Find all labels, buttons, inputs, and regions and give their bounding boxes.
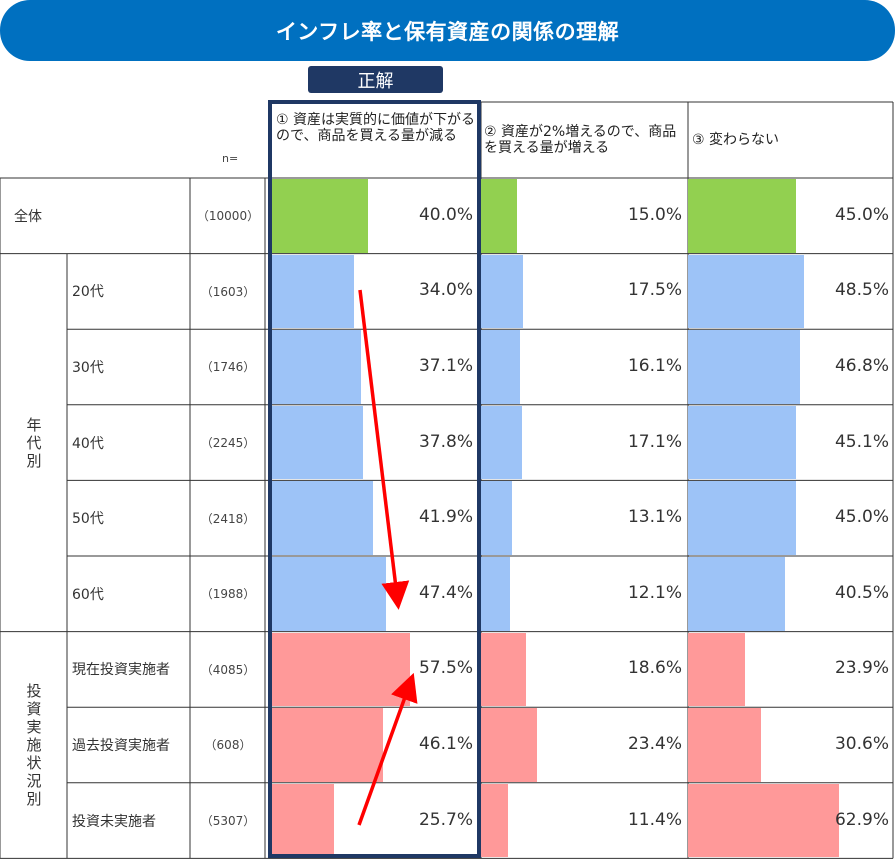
correct-answer-text: 正解 bbox=[357, 70, 394, 92]
data-label-col1: 41.9% bbox=[418, 507, 473, 528]
bar-col1 bbox=[272, 254, 354, 329]
data-label-col1: 34.0% bbox=[418, 280, 473, 301]
row-label: 過去投資実施者 bbox=[72, 737, 170, 754]
row-n-value: （4085） bbox=[200, 662, 256, 677]
correct-answer-label: 正解 bbox=[308, 66, 443, 93]
bar-col2 bbox=[481, 783, 509, 858]
row-n-value: （1603） bbox=[200, 284, 256, 299]
bar-col3 bbox=[688, 330, 801, 404]
data-label-col2: 17.1% bbox=[627, 431, 682, 452]
data-label-col1: 37.8% bbox=[418, 431, 473, 452]
data-label-col2: 12.1% bbox=[627, 582, 682, 603]
bar-col1 bbox=[272, 405, 363, 480]
row-n-value: （5307） bbox=[200, 814, 256, 829]
data-label-col2: 16.1% bbox=[627, 356, 682, 376]
bar-col1 bbox=[272, 481, 373, 555]
bar-col3 bbox=[688, 632, 746, 707]
row-label: 60代 bbox=[72, 586, 104, 603]
page-title-banner: インフレ率と保有資産の関係の理解 bbox=[0, 0, 895, 61]
bar-col2 bbox=[481, 708, 538, 782]
bar-col1 bbox=[272, 783, 334, 858]
bar-col2 bbox=[481, 481, 513, 555]
group-label-investment: 投資実施状況別 bbox=[26, 682, 42, 808]
bar-col3 bbox=[688, 254, 805, 329]
data-label-col1: 57.5% bbox=[418, 658, 473, 679]
bar-col2 bbox=[481, 179, 517, 253]
bar-col3 bbox=[688, 708, 762, 782]
row-label: 20代 bbox=[72, 284, 104, 301]
row-label: 現在投資実施者 bbox=[72, 662, 170, 679]
row-n-value: （10000） bbox=[196, 209, 260, 224]
column-header-3: ③ 変わらない bbox=[692, 132, 780, 148]
n-label: n= bbox=[222, 152, 239, 165]
bar-col2 bbox=[481, 405, 523, 480]
row-n-value: （2245） bbox=[200, 436, 256, 451]
data-label-col3: 45.1% bbox=[834, 431, 889, 452]
row-label: 50代 bbox=[72, 511, 104, 528]
row-label: 全体 bbox=[14, 208, 42, 225]
bar-col2 bbox=[481, 254, 523, 329]
bar-col2 bbox=[481, 330, 520, 404]
bar-col3 bbox=[688, 783, 839, 858]
data-label-col2: 13.1% bbox=[627, 507, 682, 528]
row-label: 40代 bbox=[72, 435, 104, 452]
row-label: 30代 bbox=[72, 359, 104, 376]
group-label-age: 年代別 bbox=[26, 415, 42, 470]
row-label: 投資未実施者 bbox=[72, 813, 156, 830]
data-label-col3: 23.9% bbox=[834, 658, 889, 679]
row-n-value: （1988） bbox=[200, 587, 256, 602]
data-label-col1: 47.4% bbox=[418, 582, 473, 603]
data-label-col1: 46.1% bbox=[418, 734, 473, 754]
bar-col2 bbox=[481, 557, 511, 631]
data-label-col3: 30.6% bbox=[834, 734, 889, 754]
data-label-col3: 62.9% bbox=[834, 809, 889, 830]
data-label-col1: 25.7% bbox=[418, 809, 473, 830]
bar-col1 bbox=[272, 179, 368, 253]
bar-col1 bbox=[272, 330, 362, 404]
bar-col3 bbox=[688, 557, 786, 631]
data-label-col2: 11.4% bbox=[627, 809, 682, 830]
data-label-col2: 17.5% bbox=[627, 280, 682, 301]
data-label-col3: 48.5% bbox=[834, 280, 889, 301]
column-header-2: ② 資産が2%増えるので、商品を買える量が増える bbox=[484, 124, 677, 156]
correct-answer-highlight bbox=[268, 100, 481, 858]
data-label-col2: 15.0% bbox=[627, 204, 682, 225]
bar-col3 bbox=[688, 405, 797, 480]
data-label-col2: 23.4% bbox=[627, 734, 682, 754]
bar-col2 bbox=[481, 632, 526, 707]
bar-col3 bbox=[688, 481, 796, 555]
data-label-col3: 45.0% bbox=[834, 204, 889, 225]
bar-col3 bbox=[688, 179, 796, 253]
row-n-value: （2418） bbox=[200, 511, 256, 526]
column-header-1: ① 資産は実質的に価値が下がるので、商品を買える量が減る bbox=[276, 112, 476, 144]
page-title: インフレ率と保有資産の関係の理解 bbox=[275, 19, 620, 44]
data-label-col3: 40.5% bbox=[834, 582, 889, 603]
data-label-col2: 18.6% bbox=[627, 658, 682, 679]
data-label-col3: 45.0% bbox=[834, 507, 889, 528]
data-label-col1: 40.0% bbox=[418, 204, 473, 225]
data-label-col3: 46.8% bbox=[834, 356, 889, 376]
row-n-value: （608） bbox=[204, 738, 252, 753]
data-label-col1: 37.1% bbox=[418, 356, 473, 376]
row-n-value: （1746） bbox=[200, 360, 256, 375]
